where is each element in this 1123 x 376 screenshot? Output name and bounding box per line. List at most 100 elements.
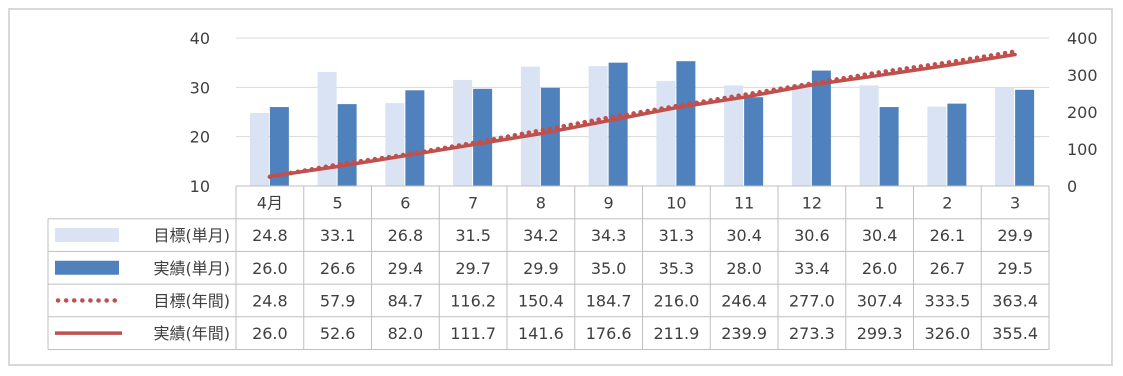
bar [269,107,289,186]
left-axis-tick-label: 40 [190,29,210,48]
series-line [268,52,1017,179]
table-cell: 307.4 [857,291,903,310]
table-cell: 26.8 [388,226,424,245]
table-cell: 26.0 [252,324,288,343]
bar [588,66,608,186]
table-cell: 216.0 [653,291,699,310]
table-cell: 326.0 [924,324,970,343]
bar [791,84,811,186]
category-label: 8 [536,193,546,212]
table-cell: 333.5 [924,291,970,310]
table-cell: 150.4 [518,291,564,310]
table-cell: 26.1 [930,226,966,245]
table-cell: 35.3 [659,259,695,278]
bar [520,66,540,186]
series-name: 目標(年間) [154,291,231,310]
table-cell: 33.1 [320,226,356,245]
left-axis-tick-label: 10 [190,177,210,196]
category-label: 4月 [257,193,283,212]
legend-key [55,260,119,275]
table-cell: 35.0 [591,259,627,278]
bar [927,106,947,186]
bar [656,80,676,186]
left-axis-tick-label: 30 [190,78,210,97]
table-cell: 52.6 [320,324,356,343]
left-axis-tick-label: 20 [190,128,210,147]
table-cell: 26.0 [252,259,288,278]
table-cell: 26.0 [862,259,898,278]
table-cell: 31.5 [455,226,491,245]
series-name: 実績(単月) [154,259,231,278]
right-axis-tick-label: 0 [1067,177,1077,196]
table-cell: 84.7 [388,291,424,310]
bar [995,87,1015,186]
category-label: 11 [734,193,754,212]
table-cell: 28.0 [726,259,762,278]
table-cell: 26.7 [930,259,966,278]
table-cell: 29.9 [523,259,559,278]
category-label: 12 [802,193,822,212]
bar [249,112,269,186]
right-axis-tick-label: 100 [1067,140,1098,159]
table-cell: 33.4 [794,259,830,278]
series-name: 実績(年間) [154,324,231,343]
bar [724,85,744,186]
table-cell: 277.0 [789,291,835,310]
bar [608,62,628,186]
table-cell: 363.4 [992,291,1038,310]
category-label: 10 [666,193,686,212]
category-label: 9 [604,193,614,212]
bar [540,87,560,186]
table-cell: 30.4 [726,226,762,245]
legend-key [55,228,119,243]
category-label: 1 [875,193,885,212]
table-cell: 176.6 [586,324,632,343]
series-name: 目標(単月) [154,226,231,245]
category-label: 2 [942,193,952,212]
table-cell: 57.9 [320,291,356,310]
bar [337,104,357,186]
table-cell: 239.9 [721,324,767,343]
table-cell: 29.4 [388,259,424,278]
table-cell: 273.3 [789,324,835,343]
right-axis-tick-label: 300 [1067,66,1098,85]
right-axis-tick-label: 200 [1067,103,1098,122]
table-cell: 29.5 [997,259,1033,278]
table-cell: 24.8 [252,291,288,310]
bar [947,103,967,186]
chart-frame: 10 20 30 40 0 100 200 300 400 4月 5 6 7 8 9 10 11 12 1 2 3 目標(… [8,8,1113,366]
table-cell: 30.6 [794,226,830,245]
right-axis-tick-label: 400 [1067,29,1098,48]
bar [473,88,493,186]
table-cell: 184.7 [586,291,632,310]
table-cell: 29.7 [455,259,491,278]
category-label: 3 [1010,193,1020,212]
bar [859,85,879,186]
table-cell: 355.4 [992,324,1038,343]
table-cell: 34.2 [523,226,559,245]
category-label: 7 [468,193,478,212]
table-cell: 24.8 [252,226,288,245]
bar [744,97,764,186]
bar [676,61,696,186]
bar [385,103,405,186]
category-label: 5 [333,193,343,212]
table-cell: 82.0 [388,324,424,343]
table-cell: 31.3 [659,226,695,245]
table-cell: 30.4 [862,226,898,245]
table-cell: 111.7 [450,324,496,343]
table-cell: 34.3 [591,226,627,245]
bar [811,70,831,186]
bar [453,79,473,186]
table-cell: 141.6 [518,324,564,343]
table-cell: 246.4 [721,291,767,310]
bar [1015,89,1035,186]
table-cell: 211.9 [653,324,699,343]
category-label: 6 [400,193,410,212]
bar [317,72,337,186]
table-cell: 116.2 [450,291,496,310]
bar [405,90,425,186]
table-cell: 299.3 [857,324,903,343]
table-cell: 26.6 [320,259,356,278]
